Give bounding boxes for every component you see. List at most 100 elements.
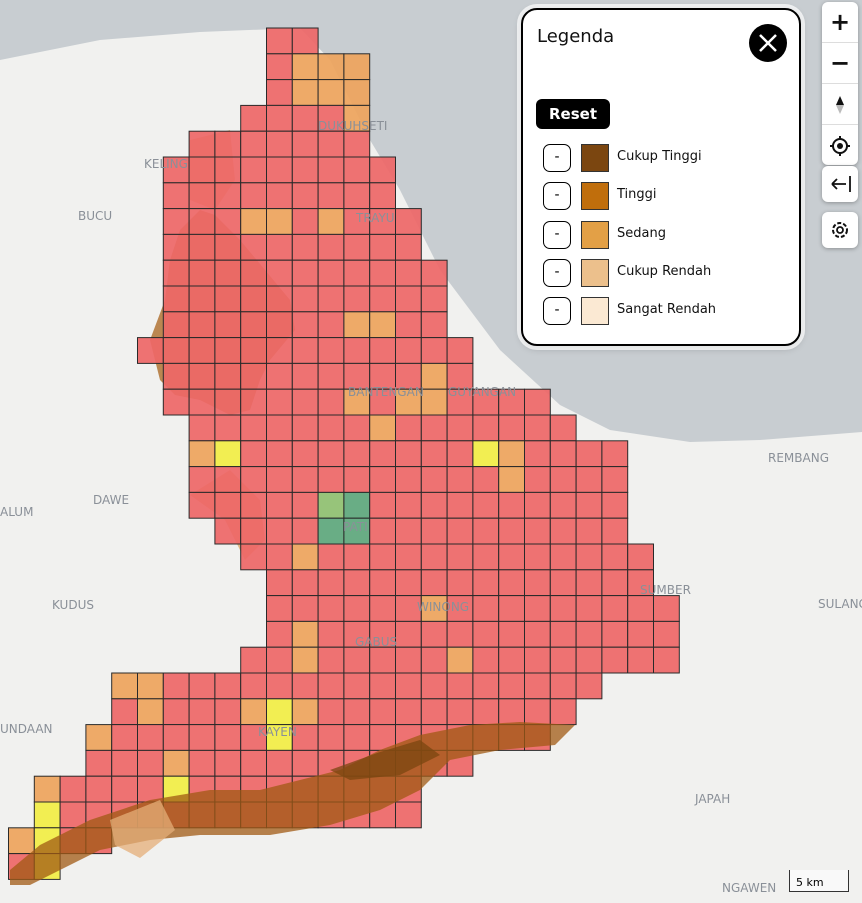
grid-cell bbox=[188, 724, 216, 751]
grid-cell bbox=[188, 698, 216, 726]
grid-cell bbox=[188, 388, 216, 416]
grid-cell bbox=[575, 543, 603, 571]
legend-item: - Cukup Tinggi bbox=[543, 144, 793, 172]
grid-cell bbox=[575, 672, 603, 700]
grid-cell bbox=[627, 595, 655, 622]
place-label: PATI bbox=[343, 520, 368, 534]
grid-cell bbox=[214, 233, 242, 261]
grid-cell bbox=[291, 440, 319, 468]
grid-cell bbox=[137, 337, 164, 364]
grid-cell bbox=[137, 749, 164, 777]
grid-cell bbox=[59, 775, 87, 803]
toggle-button[interactable]: - bbox=[543, 144, 571, 172]
grid-cell bbox=[266, 79, 293, 106]
grid-cell bbox=[575, 517, 603, 545]
place-label: JAPAH bbox=[694, 792, 730, 806]
grid-cell bbox=[343, 182, 371, 210]
grid-cell bbox=[317, 672, 345, 700]
grid-cell bbox=[549, 646, 577, 674]
grid-cell bbox=[240, 337, 267, 364]
compass[interactable] bbox=[822, 84, 858, 125]
grid-cell bbox=[317, 491, 345, 519]
grid-cell bbox=[343, 414, 371, 442]
grid-cell bbox=[214, 182, 242, 210]
reset-button[interactable]: Reset bbox=[536, 99, 610, 129]
grid-cell bbox=[266, 466, 293, 493]
legend-label: Sangat Rendah bbox=[617, 302, 717, 318]
legend-label: Sedang bbox=[617, 225, 666, 241]
legend-title: Legenda bbox=[537, 26, 615, 47]
grid-cell bbox=[240, 104, 267, 132]
grid-cell bbox=[33, 775, 61, 803]
grid-cell bbox=[343, 285, 371, 313]
grid-cell bbox=[420, 491, 448, 519]
collapse-button[interactable] bbox=[822, 166, 858, 202]
toggle-button[interactable]: - bbox=[543, 258, 571, 287]
place-label: KELING bbox=[144, 157, 188, 171]
grid-cell bbox=[524, 466, 551, 493]
settings-button[interactable] bbox=[822, 212, 858, 248]
grid-cell bbox=[266, 208, 293, 235]
grid-cell bbox=[317, 646, 345, 674]
grid-cell bbox=[214, 466, 242, 493]
zoom-out[interactable]: − bbox=[822, 43, 858, 84]
grid-cell bbox=[395, 517, 422, 545]
grid-cell bbox=[601, 646, 629, 674]
grid-cell bbox=[291, 414, 319, 442]
legend-swatch bbox=[581, 297, 609, 326]
grid-cell bbox=[266, 595, 293, 622]
grid-cell bbox=[266, 285, 293, 313]
grid-cell bbox=[188, 311, 216, 339]
legend-item: - Sangat Rendah bbox=[543, 297, 793, 326]
grid-cell bbox=[266, 337, 293, 364]
grid-cell bbox=[369, 259, 397, 287]
grid-cell bbox=[317, 517, 345, 545]
grid-cell bbox=[266, 672, 293, 700]
grid-cell bbox=[446, 543, 474, 571]
terrain bbox=[10, 722, 575, 885]
grid-cell bbox=[266, 414, 293, 442]
grid-cell bbox=[343, 620, 371, 648]
grid-cell bbox=[291, 620, 319, 648]
toggle-button[interactable]: - bbox=[543, 297, 571, 326]
grid-cell bbox=[524, 440, 551, 468]
zoom-in[interactable]: + bbox=[822, 2, 858, 43]
locate[interactable] bbox=[822, 125, 858, 165]
toggle-button[interactable]: - bbox=[543, 182, 571, 211]
grid-cell bbox=[111, 724, 138, 751]
grid-cell bbox=[266, 517, 293, 545]
grid-cell bbox=[395, 646, 422, 674]
grid-cell bbox=[472, 646, 500, 674]
grid-cell bbox=[266, 388, 293, 416]
grid-cell bbox=[446, 569, 474, 597]
grid-cell bbox=[472, 595, 500, 622]
grid-cell bbox=[601, 517, 629, 545]
close-button[interactable] bbox=[749, 24, 787, 62]
grid-cell bbox=[446, 620, 474, 648]
grid-cell bbox=[524, 620, 551, 648]
grid-cell bbox=[240, 208, 267, 235]
grid-cell bbox=[369, 672, 397, 700]
toggle-button[interactable]: - bbox=[543, 220, 571, 249]
place-label: GABUS bbox=[355, 635, 397, 649]
place-label: UNDAAN bbox=[0, 722, 53, 736]
grid-cell bbox=[266, 53, 293, 81]
grid-cell bbox=[446, 388, 474, 416]
grid-cell bbox=[601, 466, 629, 493]
grid-cell bbox=[498, 672, 526, 700]
grid-cell bbox=[214, 388, 242, 416]
grid-cell bbox=[343, 311, 371, 339]
grid-cell bbox=[291, 362, 319, 390]
grid-cell bbox=[343, 698, 371, 726]
scale-bar: 5 km bbox=[789, 870, 849, 892]
grid-cell bbox=[524, 569, 551, 597]
grid-cell bbox=[549, 543, 577, 571]
grid-cell bbox=[420, 466, 448, 493]
grid-cell bbox=[188, 130, 216, 158]
grid-cell bbox=[420, 517, 448, 545]
grid-cell bbox=[188, 233, 216, 261]
grid-cell bbox=[214, 285, 242, 313]
grid-cell bbox=[214, 259, 242, 287]
grid-cell bbox=[188, 285, 216, 313]
